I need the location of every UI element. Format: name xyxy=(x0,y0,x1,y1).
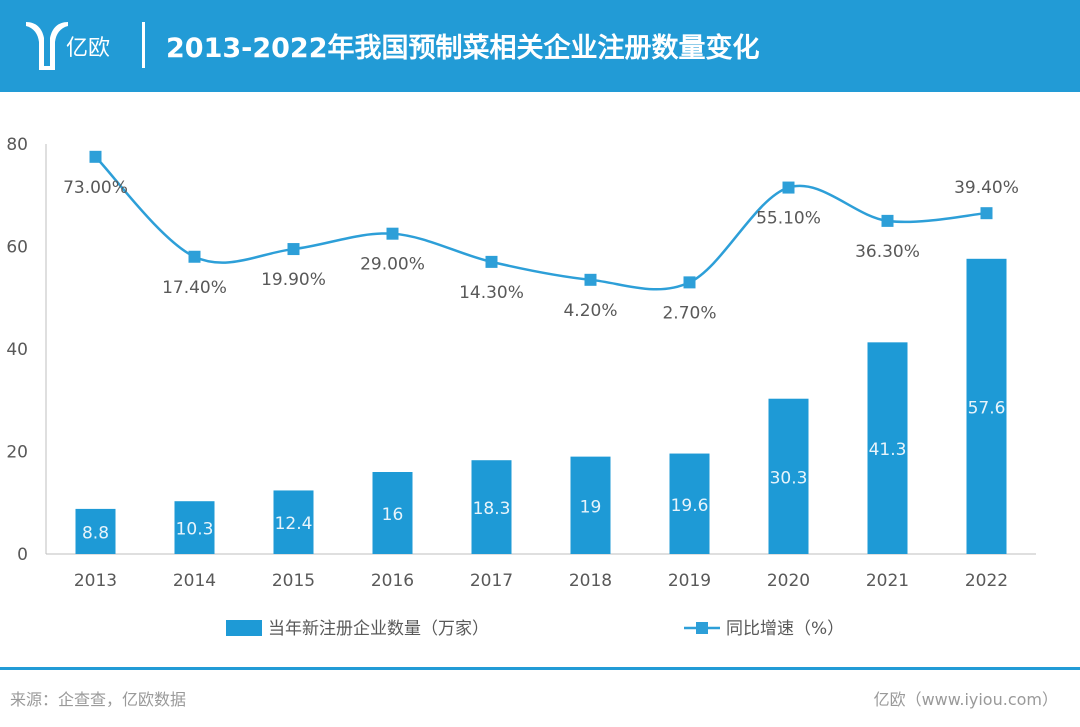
growth-rate-label: 29.00% xyxy=(360,255,425,275)
growth-rate-line xyxy=(94,155,987,291)
growth-rate-label: 17.40% xyxy=(162,278,227,298)
y-tick-label: 0 xyxy=(17,545,28,565)
source-note: 来源：企查查，亿欧数据 xyxy=(10,690,187,709)
bar xyxy=(273,490,314,554)
growth-rate-label: 4.20% xyxy=(563,301,617,321)
bar-data-label: 12.4 xyxy=(275,514,313,534)
growth-rate-label: 14.30% xyxy=(459,283,524,303)
chart-area: 0 20 40 60 80 2013 2014 2015 2016 2017 2018 2019 202… xyxy=(6,135,1036,639)
growth-rate-marker xyxy=(89,150,102,163)
growth-rate-label: 39.40% xyxy=(954,178,1019,198)
bar xyxy=(768,398,809,554)
bar xyxy=(669,453,710,554)
growth-rate-marker xyxy=(188,250,201,263)
footer-divider xyxy=(0,667,1080,670)
x-tick-label: 2018 xyxy=(569,571,612,591)
bar-data-label: 41.3 xyxy=(869,440,907,460)
growth-rate-label: 55.10% xyxy=(756,209,821,229)
growth-rate-marker xyxy=(980,207,993,220)
bar xyxy=(471,460,512,554)
legend-label-bar: 当年新注册企业数量（万家） xyxy=(268,619,489,639)
bar-data-label: 19.6 xyxy=(671,496,709,516)
x-tick-label: 2020 xyxy=(767,571,810,591)
bar xyxy=(75,508,116,554)
growth-rate-marker xyxy=(287,243,300,256)
legend-label-line: 同比增速（%） xyxy=(726,619,844,639)
growth-rate-marker xyxy=(386,227,399,240)
bar-data-label: 18.3 xyxy=(473,499,511,519)
logo-text: 亿欧 xyxy=(66,36,111,61)
x-tick-label: 2013 xyxy=(74,571,117,591)
y-tick-label: 80 xyxy=(6,135,28,155)
growth-rate-marker xyxy=(683,276,696,289)
title-banner: 亿欧 2013-2022年我国预制菜相关企业注册数量变化 xyxy=(0,0,1080,92)
growth-rate-marker xyxy=(782,181,795,194)
legend-swatch-marker xyxy=(696,622,708,634)
x-tick-label: 2017 xyxy=(470,571,513,591)
x-tick-label: 2016 xyxy=(371,571,414,591)
bar-data-label: 57.6 xyxy=(968,398,1006,418)
y-tick-label: 20 xyxy=(6,443,28,463)
growth-rate-label: 36.30% xyxy=(855,242,920,262)
x-tick-label: 2014 xyxy=(173,571,216,591)
growth-rate-marker xyxy=(584,273,597,286)
bar xyxy=(570,456,611,554)
header-divider xyxy=(142,22,145,68)
bar xyxy=(867,342,908,554)
legend-swatch-bar xyxy=(226,620,262,636)
y-tick-label: 40 xyxy=(6,340,28,360)
bar-data-label: 19 xyxy=(580,497,602,517)
bar-data-label: 30.3 xyxy=(770,468,808,488)
bar xyxy=(174,501,215,554)
growth-rate-label: 19.90% xyxy=(261,270,326,290)
growth-rate-marker xyxy=(485,255,498,268)
chart-title: 2013-2022年我国预制菜相关企业注册数量变化 xyxy=(166,33,760,64)
bar xyxy=(372,472,413,554)
x-tick-label: 2021 xyxy=(866,571,909,591)
bar-data-label: 10.3 xyxy=(176,520,214,540)
bar xyxy=(966,258,1007,554)
growth-rate-label: 2.70% xyxy=(662,303,716,323)
x-tick-label: 2019 xyxy=(668,571,711,591)
bar-data-label: 16 xyxy=(382,505,404,525)
yiou-logo-icon xyxy=(26,22,68,70)
site-credit: 亿欧（www.iyiou.com） xyxy=(873,690,1058,709)
x-tick-label: 2022 xyxy=(965,571,1008,591)
growth-rate-label: 73.00% xyxy=(63,178,128,198)
y-tick-label: 60 xyxy=(6,238,28,258)
growth-rate-marker xyxy=(881,214,894,227)
bar-data-label: 8.8 xyxy=(82,523,109,543)
x-tick-label: 2015 xyxy=(272,571,315,591)
